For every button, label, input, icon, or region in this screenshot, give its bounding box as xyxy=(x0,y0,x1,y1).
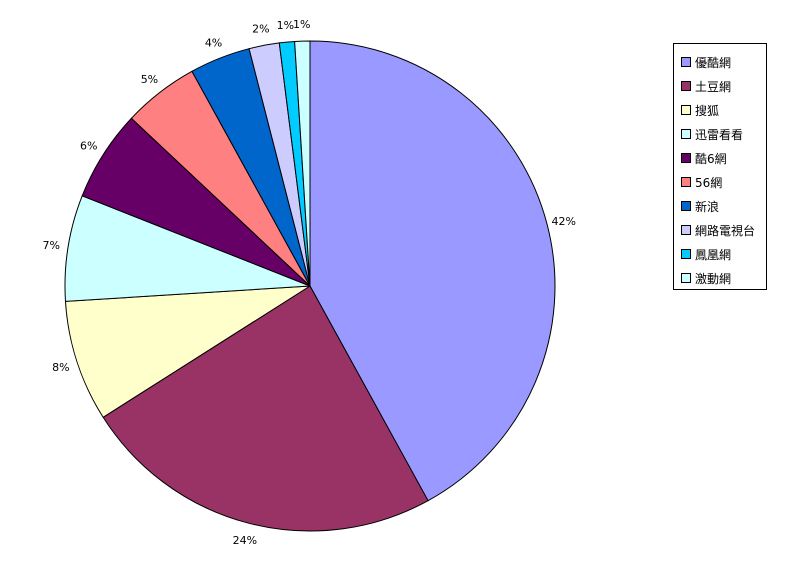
pie-percent-label-1: 42% xyxy=(552,215,576,228)
legend-label: 網路電視台 xyxy=(695,223,756,238)
pie-slice-10 xyxy=(294,40,311,287)
legend-item-7: 新浪 xyxy=(681,194,766,218)
legend-label: 鳳凰網 xyxy=(695,247,732,262)
pie-percent-label-9: 1% xyxy=(277,19,294,32)
pie-percent-label-8: 2% xyxy=(252,23,269,36)
legend-label: 搜狐 xyxy=(695,103,720,118)
legend-item-3: 搜狐 xyxy=(681,98,766,122)
legend-label: 酷6網 xyxy=(695,151,727,166)
legend-swatch xyxy=(681,153,691,163)
legend-item-1: 優酷網 xyxy=(681,50,766,74)
legend-item-8: 網路電視台 xyxy=(681,218,766,242)
legend-label: 優酷網 xyxy=(695,55,732,70)
legend-item-9: 鳳凰網 xyxy=(681,242,766,266)
legend-label: 激動網 xyxy=(695,271,732,286)
pie-percent-label-5: 6% xyxy=(80,140,97,153)
legend-swatch xyxy=(681,249,691,259)
legend-label: 新浪 xyxy=(695,199,720,214)
pie-slice-1 xyxy=(309,40,556,502)
pie-percent-labels: 42% 24% 8% 7% 6% 5% 4% 2% 1%1% xyxy=(42,18,575,547)
pie-percent-label-10: 1% xyxy=(293,18,310,31)
pie-percent-label-6: 5% xyxy=(141,73,158,86)
legend-item-5: 酷6網 xyxy=(681,146,766,170)
legend-swatch xyxy=(681,81,691,91)
pie-slice-3 xyxy=(64,285,311,418)
pie-slice-2 xyxy=(102,285,429,532)
pie-percent-label-4: 7% xyxy=(42,239,59,252)
pie-percent-label-7: 4% xyxy=(205,36,222,49)
legend-item-6: 56網 xyxy=(681,170,766,194)
legend-label: 迅雷看看 xyxy=(695,127,744,142)
legend-swatch xyxy=(681,201,691,211)
legend-swatch xyxy=(681,129,691,139)
legend-swatch xyxy=(681,105,691,115)
legend-swatch xyxy=(681,57,691,67)
legend-item-2: 土豆網 xyxy=(681,74,766,98)
legend-label: 土豆網 xyxy=(695,79,732,94)
legend: 優酷網土豆網搜狐迅雷看看酷6網 56網新浪網路電視台鳳凰網激動網 xyxy=(673,43,767,290)
pie-slices xyxy=(64,40,556,532)
pie-percent-label-3: 8% xyxy=(52,361,69,374)
legend-item-4: 迅雷看看 xyxy=(681,122,766,146)
legend-swatch xyxy=(681,225,691,235)
pie-percent-label-2: 24% xyxy=(233,534,257,547)
pie-slice-4 xyxy=(64,195,311,302)
legend-swatch xyxy=(681,177,691,187)
legend-swatch xyxy=(681,273,691,283)
legend-label: 56網 xyxy=(695,175,723,190)
legend-item-10: 激動網 xyxy=(681,266,766,290)
